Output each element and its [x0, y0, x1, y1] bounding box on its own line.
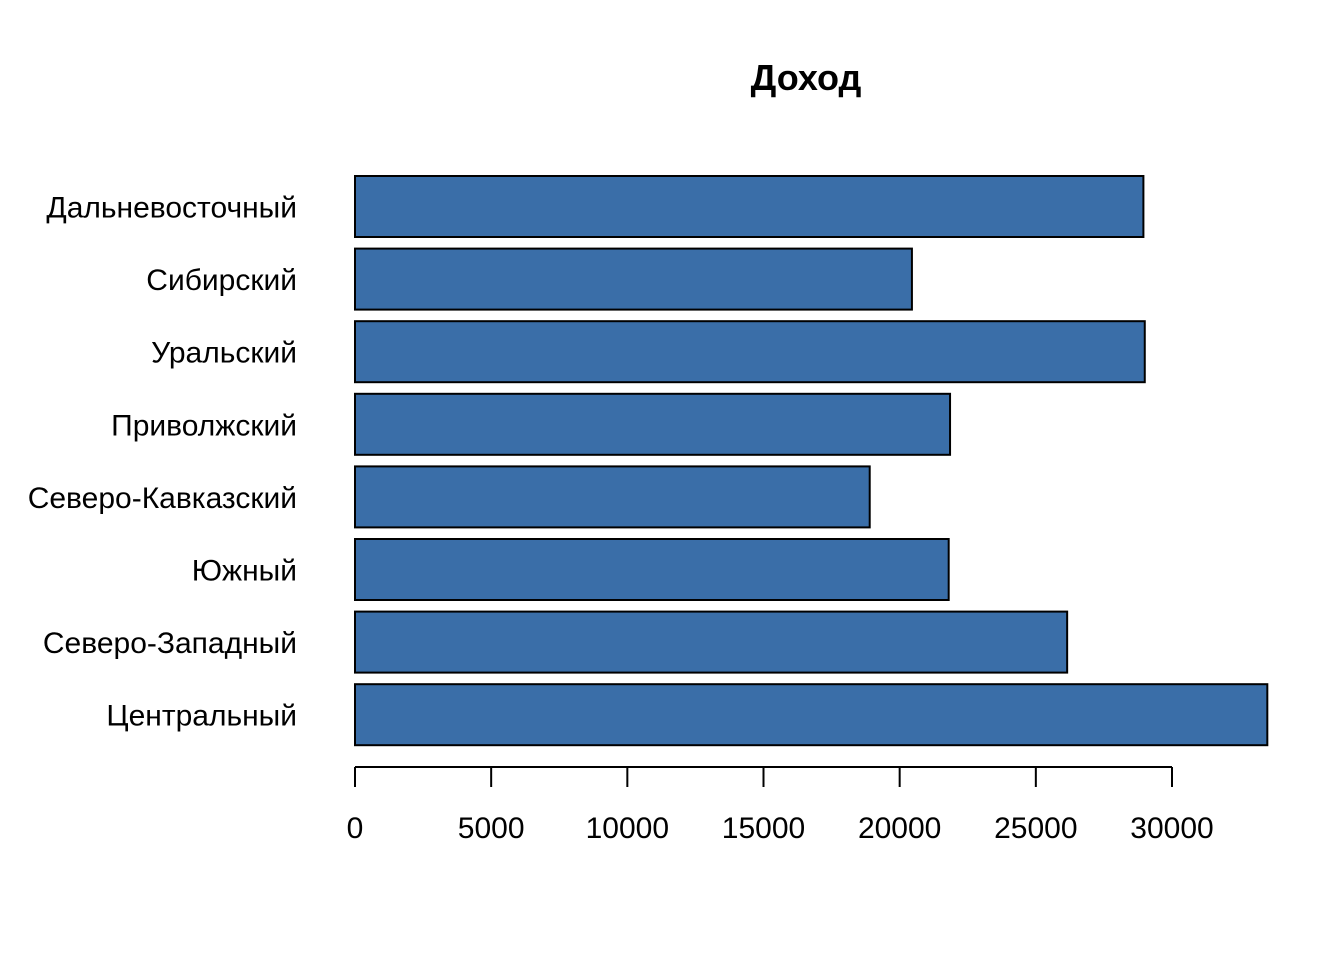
- chart-title: Доход: [751, 57, 862, 98]
- category-label: Северо-Западный: [43, 627, 297, 660]
- x-tick-label: 10000: [586, 812, 669, 845]
- x-tick-label: 30000: [1130, 812, 1213, 845]
- category-labels: Дальневосточный Сибирский Уральский Приволж…: [28, 192, 297, 733]
- bar-8: [354, 683, 1269, 747]
- bar-4: [354, 392, 952, 456]
- category-label: Центральный: [106, 700, 297, 733]
- bar-6: [354, 538, 950, 601]
- bar-5: [354, 465, 871, 529]
- category-label: Сибирский: [146, 264, 297, 297]
- category-label: Северо-Кавказский: [28, 482, 297, 515]
- bars-group: [354, 175, 1269, 747]
- x-axis: 0 5000 10000 15000 20000 25000 30000: [347, 766, 1214, 845]
- x-tick-label: 25000: [994, 812, 1077, 845]
- bar-2: [354, 247, 913, 311]
- category-label: Приволжский: [111, 409, 297, 442]
- bar-1: [354, 175, 1145, 238]
- x-tick-label: 5000: [458, 812, 525, 845]
- category-label: Уральский: [151, 337, 297, 370]
- bar-3: [354, 320, 1146, 384]
- x-tick-label: 20000: [858, 812, 941, 845]
- x-tick-label: 15000: [722, 812, 805, 845]
- category-label: Южный: [192, 555, 297, 588]
- x-tick-label: 0: [347, 812, 364, 845]
- category-label: Дальневосточный: [46, 192, 297, 225]
- bar-7: [354, 610, 1069, 674]
